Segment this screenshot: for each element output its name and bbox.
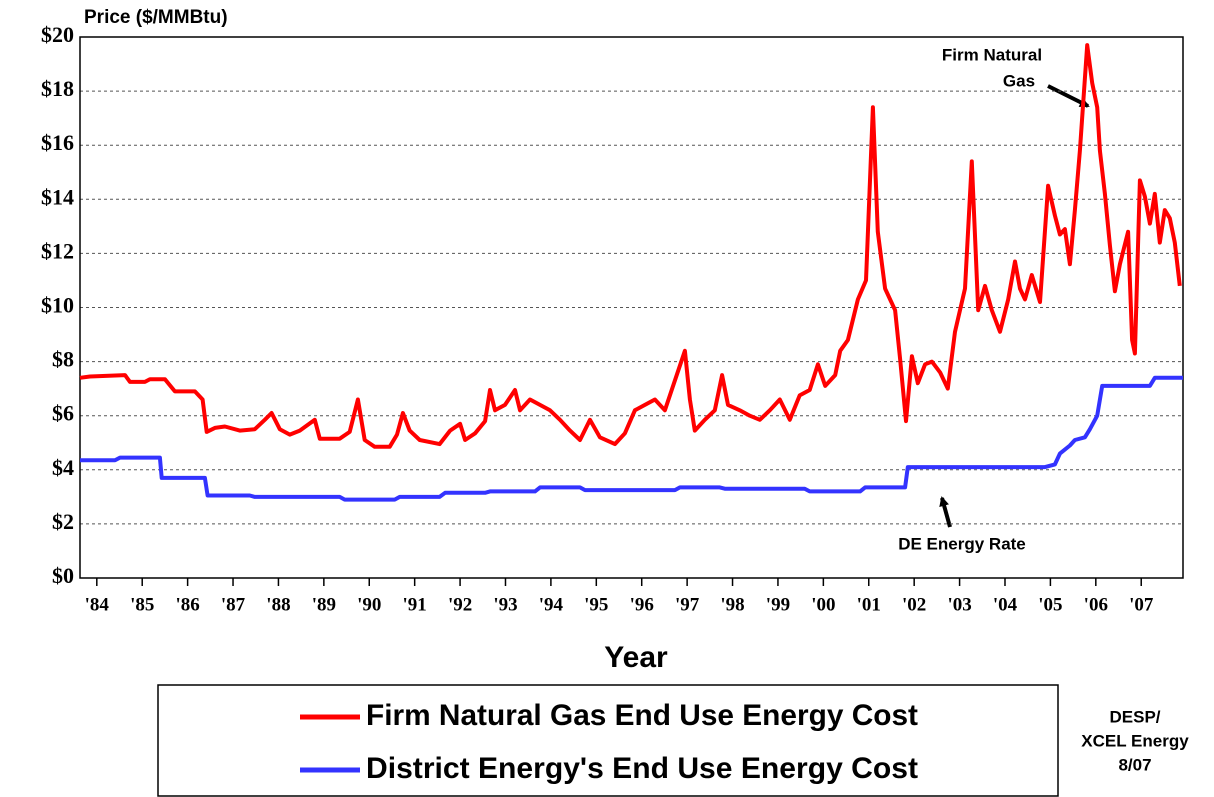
x-tick-label: '95: [584, 594, 608, 615]
note: XCEL Energy: [1081, 731, 1189, 750]
y-tick-label: $4: [52, 455, 74, 480]
y-tick-label: $8: [52, 347, 74, 372]
annotation: Firm Natural: [942, 45, 1042, 64]
annotation: DE Energy Rate: [898, 534, 1026, 553]
y-tick-label: $12: [41, 238, 74, 263]
x-tick-label: '85: [130, 594, 154, 615]
y-tick-label: $10: [41, 293, 74, 318]
x-tick-label: '02: [902, 594, 926, 615]
x-tick-label: '94: [539, 594, 564, 615]
y-tick-label: $2: [52, 509, 74, 534]
x-tick-label: '89: [312, 594, 336, 615]
legend-label: District Energy's End Use Energy Cost: [366, 752, 918, 785]
y-tick-label: $14: [41, 184, 74, 209]
x-tick-label: '04: [993, 594, 1018, 615]
x-tick-label: '00: [811, 594, 835, 615]
x-tick-label: '06: [1084, 594, 1108, 615]
x-tick-label: '97: [675, 594, 700, 615]
plot-border: [79, 36, 1184, 579]
legend-box: [157, 684, 1059, 797]
x-tick-label: '93: [493, 594, 517, 615]
note: DESP/: [1109, 707, 1160, 726]
x-tick-label: '87: [221, 594, 246, 615]
x-tick-label: '91: [403, 594, 427, 615]
legend-label: Firm Natural Gas End Use Energy Cost: [366, 699, 918, 732]
note: 8/07: [1118, 755, 1151, 774]
x-tick-label: '88: [266, 594, 290, 615]
y-tick-label: $20: [41, 22, 74, 47]
y-tick-label: $0: [52, 563, 74, 588]
annotation: Gas: [1003, 71, 1035, 90]
x-tick-label: '96: [630, 594, 654, 615]
x-tick-label: '92: [448, 594, 472, 615]
y-tick-label: $16: [41, 130, 74, 155]
x-tick-label: '90: [357, 594, 381, 615]
x-tick-label: '05: [1038, 594, 1062, 615]
y-axis-label: Price ($/MMBtu): [84, 7, 228, 28]
x-tick-label: '84: [85, 594, 110, 615]
x-tick-label: '98: [720, 594, 744, 615]
x-tick-label: '01: [857, 594, 881, 615]
x-axis-label: Year: [604, 641, 668, 674]
x-tick-label: '86: [175, 594, 199, 615]
series-line: [79, 43, 1182, 449]
series-line: [80, 375, 1183, 502]
x-tick-label: '99: [766, 594, 790, 615]
annotation-arrow: [939, 496, 952, 528]
x-tick-label: '03: [947, 594, 971, 615]
x-tick-label: '07: [1129, 594, 1154, 615]
y-tick-label: $18: [41, 76, 74, 101]
y-tick-label: $6: [52, 401, 74, 426]
